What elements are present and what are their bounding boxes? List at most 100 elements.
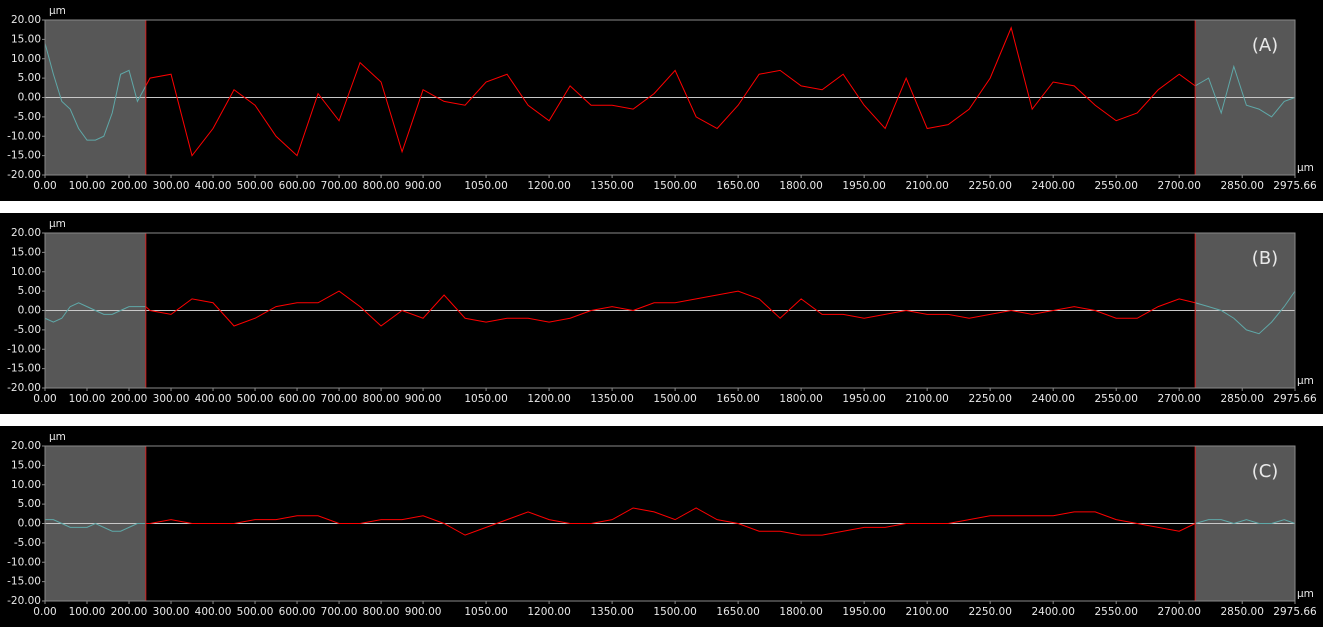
x-tick-label: 2400.00 xyxy=(1031,180,1074,192)
x-tick-label: 700.00 xyxy=(321,180,358,192)
panel-annotation: (A) xyxy=(1252,35,1278,56)
x-tick-label: 1800.00 xyxy=(779,606,822,618)
x-tick-label: 1950.00 xyxy=(842,606,885,618)
x-tick-label: 2700.00 xyxy=(1157,393,1200,405)
x-tick-label: 800.00 xyxy=(363,393,400,405)
x-tick-label: 1800.00 xyxy=(779,393,822,405)
profile-line xyxy=(1194,64,1296,118)
x-tick-label: 2250.00 xyxy=(968,606,1011,618)
profile-line xyxy=(145,26,1196,157)
y-tick-label: 15.00 xyxy=(11,459,41,471)
profile-line xyxy=(44,43,147,141)
x-tick-label: 2975.66 xyxy=(1273,393,1317,405)
y-tick-label: -5.00 xyxy=(14,111,41,123)
x-tick-label: 600.00 xyxy=(279,393,316,405)
x-tick-label: 1950.00 xyxy=(842,393,885,405)
y-tick-label: 0.00 xyxy=(18,92,41,104)
x-tick-label: 1500.00 xyxy=(653,606,696,618)
x-tick-label: 1350.00 xyxy=(590,393,633,405)
panel-annotation: (B) xyxy=(1252,248,1278,269)
x-tick-label: 900.00 xyxy=(405,393,442,405)
x-tick-label: 2250.00 xyxy=(968,180,1011,192)
chart-panel xyxy=(0,0,1323,201)
x-tick-label: 1650.00 xyxy=(716,606,759,618)
y-tick-label: 20.00 xyxy=(11,14,41,26)
x-tick-label: 2100.00 xyxy=(905,180,948,192)
x-axis-unit: µm xyxy=(1297,375,1314,387)
x-tick-label: 1650.00 xyxy=(716,180,759,192)
x-tick-label: 300.00 xyxy=(153,606,190,618)
profile-line xyxy=(145,290,1196,327)
x-tick-label: 2400.00 xyxy=(1031,606,1074,618)
y-tick-label: -10.00 xyxy=(7,556,41,568)
x-tick-label: 1350.00 xyxy=(590,180,633,192)
x-tick-label: 100.00 xyxy=(69,606,106,618)
y-tick-label: 0.00 xyxy=(18,518,41,530)
x-tick-label: 400.00 xyxy=(195,606,232,618)
x-tick-label: 1950.00 xyxy=(842,180,885,192)
y-tick-label: 15.00 xyxy=(11,246,41,258)
panel-annotation: (C) xyxy=(1252,461,1279,482)
x-tick-label: 2700.00 xyxy=(1157,606,1200,618)
chart-panel xyxy=(0,213,1323,414)
x-tick-label: 2400.00 xyxy=(1031,393,1074,405)
x-tick-label: 0.00 xyxy=(33,180,56,192)
x-axis-unit: µm xyxy=(1297,162,1314,174)
chart-panel xyxy=(0,426,1323,627)
y-axis-unit: µm xyxy=(49,431,66,443)
y-tick-label: 10.00 xyxy=(11,479,41,491)
x-tick-label: 2550.00 xyxy=(1094,606,1137,618)
x-tick-label: 1500.00 xyxy=(653,180,696,192)
x-tick-label: 0.00 xyxy=(33,393,56,405)
profile-line xyxy=(1195,290,1296,335)
x-tick-label: 0.00 xyxy=(33,606,56,618)
x-tick-label: 1050.00 xyxy=(464,180,507,192)
x-tick-label: 1200.00 xyxy=(527,606,570,618)
y-tick-label: -20.00 xyxy=(7,382,41,394)
profile-line xyxy=(145,507,1196,536)
y-tick-label: -5.00 xyxy=(14,537,41,549)
y-axis-unit: µm xyxy=(49,5,66,17)
x-tick-label: 1650.00 xyxy=(716,393,759,405)
y-tick-label: -5.00 xyxy=(14,324,41,336)
x-tick-label: 2700.00 xyxy=(1157,180,1200,192)
x-tick-label: 500.00 xyxy=(237,606,274,618)
x-tick-label: 500.00 xyxy=(237,393,274,405)
x-tick-label: 700.00 xyxy=(321,393,358,405)
y-tick-label: 10.00 xyxy=(11,53,41,65)
x-tick-label: 600.00 xyxy=(279,180,316,192)
x-tick-label: 900.00 xyxy=(405,180,442,192)
x-tick-label: 2550.00 xyxy=(1094,180,1137,192)
panel-background xyxy=(0,0,1323,201)
x-tick-label: 400.00 xyxy=(195,180,232,192)
x-tick-label: 2850.00 xyxy=(1221,180,1264,192)
x-tick-label: 2100.00 xyxy=(905,393,948,405)
y-tick-label: 0.00 xyxy=(18,305,41,317)
x-axis-unit: µm xyxy=(1297,588,1314,600)
panel-background xyxy=(0,426,1323,627)
y-tick-label: 20.00 xyxy=(11,227,41,239)
y-tick-label: -20.00 xyxy=(7,595,41,607)
profile-line xyxy=(44,302,146,323)
profile-line xyxy=(1195,519,1296,525)
x-tick-label: 2100.00 xyxy=(905,606,948,618)
y-tick-label: 5.00 xyxy=(18,498,41,510)
x-tick-label: 1050.00 xyxy=(464,606,507,618)
x-tick-label: 2850.00 xyxy=(1221,393,1264,405)
x-tick-label: 2250.00 xyxy=(968,393,1011,405)
x-tick-label: 200.00 xyxy=(111,393,148,405)
x-tick-label: 800.00 xyxy=(363,606,400,618)
x-tick-label: 1050.00 xyxy=(464,393,507,405)
y-tick-label: 10.00 xyxy=(11,266,41,278)
y-tick-label: -15.00 xyxy=(7,150,41,162)
x-tick-label: 400.00 xyxy=(195,393,232,405)
x-tick-label: 800.00 xyxy=(363,180,400,192)
x-tick-label: 1800.00 xyxy=(779,180,822,192)
x-tick-label: 1200.00 xyxy=(527,393,570,405)
x-tick-label: 100.00 xyxy=(69,393,106,405)
x-tick-label: 600.00 xyxy=(279,606,316,618)
y-tick-label: 5.00 xyxy=(18,72,41,84)
y-tick-label: 5.00 xyxy=(18,285,41,297)
x-tick-label: 900.00 xyxy=(405,606,442,618)
